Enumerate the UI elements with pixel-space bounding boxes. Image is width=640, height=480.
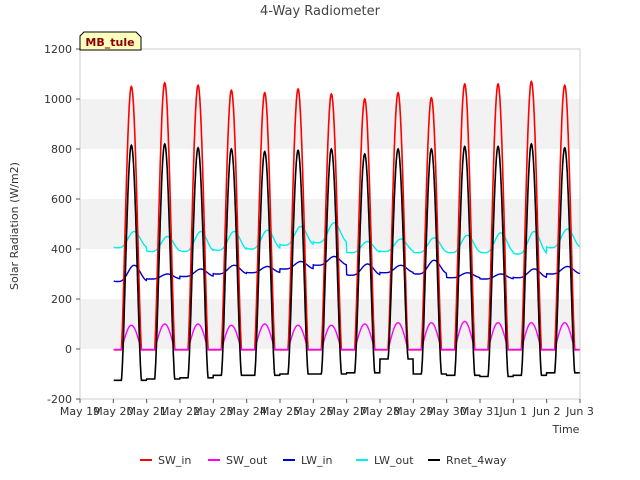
site-label: MB_tule — [85, 36, 134, 49]
grid-bands — [80, 49, 580, 399]
x-tick-label: Jun 1 — [498, 405, 527, 418]
site-label-box: MB_tule — [79, 31, 142, 51]
x-tick-label: May 26 — [293, 405, 333, 418]
x-tick-label: May 29 — [393, 405, 433, 418]
x-tick-label: Jun 3 — [565, 405, 594, 418]
y-tick-label: 600 — [51, 193, 72, 206]
y-tick-label: -200 — [47, 393, 72, 406]
y-tick-label: 800 — [51, 143, 72, 156]
plot-area — [79, 48, 581, 400]
grid-band — [80, 49, 580, 99]
legend-label-sw-out: SW_out — [226, 454, 268, 467]
y-tick-label: 200 — [51, 293, 72, 306]
series-layer — [113, 80, 581, 382]
x-tick-label: May 23 — [193, 405, 233, 418]
series-line-sw-out — [113, 320, 580, 351]
series-line-rnet-4way — [113, 142, 580, 382]
y-axis-label: Solar Radiation (W/m2) — [8, 162, 21, 290]
x-tick-label: Jun 2 — [532, 405, 561, 418]
y-tick-label: 1000 — [44, 93, 72, 106]
x-tick-label: May 25 — [260, 405, 300, 418]
legend-label-lw-out: LW_out — [374, 454, 414, 467]
legend: SW_in SW_out LW_in LW_out Rnet_4way — [140, 454, 507, 467]
grid-band — [80, 349, 580, 399]
x-tick-label: May 30 — [427, 405, 467, 418]
x-axis-label: Time — [552, 423, 580, 436]
y-tick-label: 1200 — [44, 43, 72, 56]
x-tick-label: May 31 — [460, 405, 500, 418]
legend-label-rnet-4way: Rnet_4way — [446, 454, 507, 467]
y-axis-ticks: -200 0 200 400 600 800 1000 1200 — [44, 43, 80, 406]
grid-band — [80, 249, 580, 299]
legend-label-lw-in: LW_in — [301, 454, 333, 467]
y-tick-label: 400 — [51, 243, 72, 256]
x-tick-label: May 22 — [160, 405, 200, 418]
x-tick-label: May 19 — [60, 405, 100, 418]
chart-title: 4-Way Radiometer — [260, 4, 381, 19]
y-tick-label: 0 — [65, 343, 72, 356]
legend-label-sw-in: SW_in — [158, 454, 191, 467]
x-tick-label: May 28 — [360, 405, 400, 418]
x-tick-label: May 27 — [327, 405, 367, 418]
x-tick-label: May 20 — [93, 405, 133, 418]
x-tick-label: May 24 — [227, 405, 267, 418]
x-tick-label: May 21 — [127, 405, 167, 418]
